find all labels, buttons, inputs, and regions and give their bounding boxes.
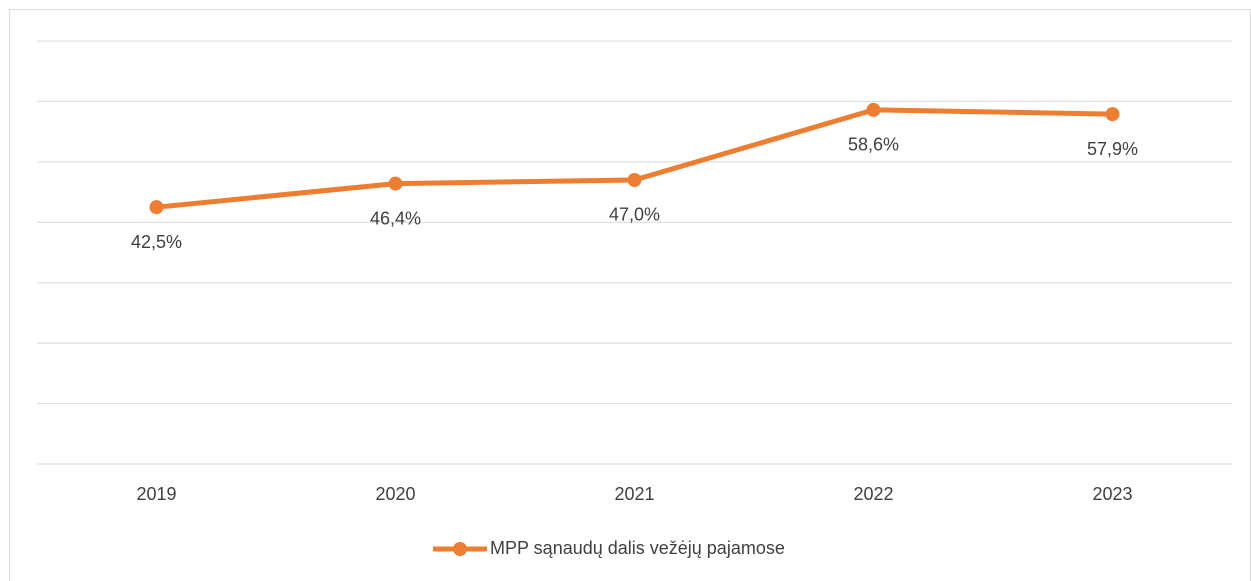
legend-marker: [453, 542, 467, 556]
series-line: [156, 107, 1113, 210]
legend-label: MPP sąnaudų dalis vežėjų pajamose: [490, 538, 785, 558]
data-label: 57,9%: [1087, 139, 1138, 159]
x-tick-label: 2019: [136, 484, 176, 504]
point-marker: [1105, 107, 1120, 122]
x-tick-label: 2023: [1092, 484, 1132, 504]
x-tick-label: 2021: [614, 484, 654, 504]
data-label: 47,0%: [609, 205, 660, 225]
x-tick-label: 2020: [375, 484, 415, 504]
point-marker: [388, 176, 403, 191]
point-marker: [627, 172, 642, 187]
data-label: 46,4%: [370, 208, 421, 228]
data-label: 58,6%: [848, 135, 899, 155]
x-tick-label: 2022: [853, 484, 893, 504]
data-label: 42,5%: [131, 232, 182, 252]
point-marker: [149, 200, 164, 215]
point-marker: [866, 102, 881, 117]
